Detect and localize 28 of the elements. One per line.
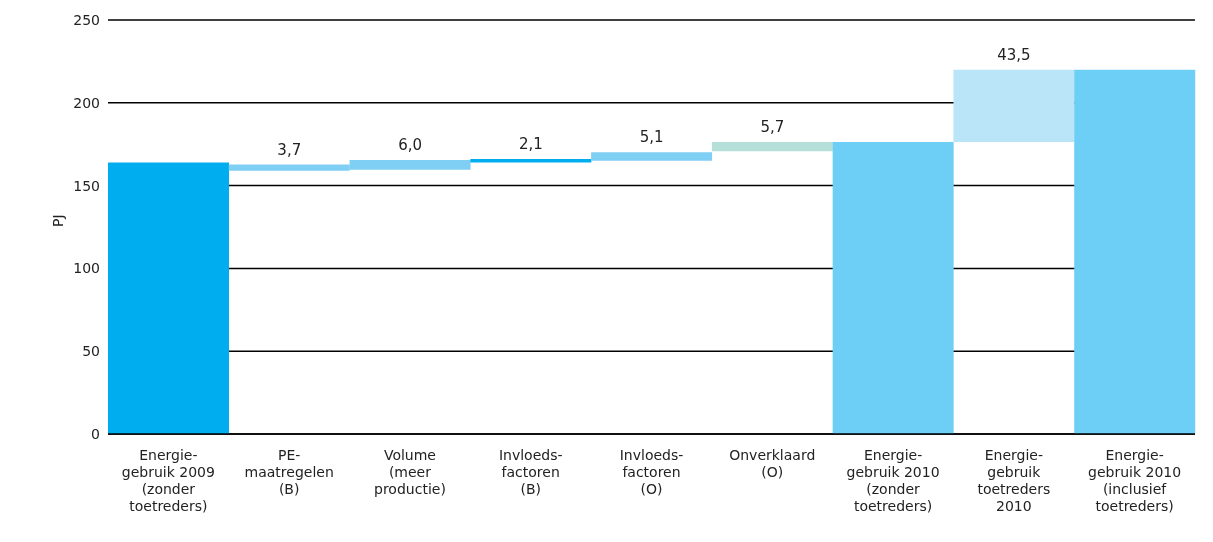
x-tick-label: Energie- gebruik toetreders 2010 [977, 447, 1051, 514]
data-label: 6,0 [398, 135, 422, 154]
data-label: 5,1 [639, 128, 664, 147]
x-tick-label: Invloeds- factoren (O) [619, 447, 684, 497]
y-tick-label: 250 [73, 11, 100, 28]
y-tick-label: 200 [73, 94, 100, 111]
y-axis-title: PJ [49, 214, 66, 227]
y-tick-label: 100 [73, 260, 100, 277]
bar [711, 141, 833, 152]
y-tick-label: 0 [91, 425, 100, 442]
bar [832, 141, 954, 434]
data-label: 3,7 [277, 140, 302, 159]
y-tick-label: 50 [82, 343, 100, 360]
bar [953, 69, 1075, 142]
bar [591, 152, 713, 161]
data-label: 2,1 [518, 134, 543, 153]
x-tick-label: Volume (meer productie) [374, 447, 446, 497]
x-tick-label: Energie- gebruik 2009 (zonder toetreders) [121, 447, 215, 514]
x-tick-label: Energie- gebruik 2010 (zonder toetreders) [846, 447, 940, 514]
bar [108, 162, 229, 434]
data-label: 5,7 [760, 117, 785, 136]
x-tick-label: PE- maatregelen (B) [244, 447, 334, 497]
x-tick-label: Energie- gebruik 2010 (inclusief toetreders) [1088, 447, 1182, 514]
x-tick-label: Invloeds- factoren (B) [498, 447, 563, 497]
y-tick-label: 150 [73, 177, 100, 194]
bar [1074, 69, 1196, 434]
x-tick-label: Onverklaard (O) [729, 447, 816, 480]
data-label: 43,5 [997, 45, 1031, 64]
